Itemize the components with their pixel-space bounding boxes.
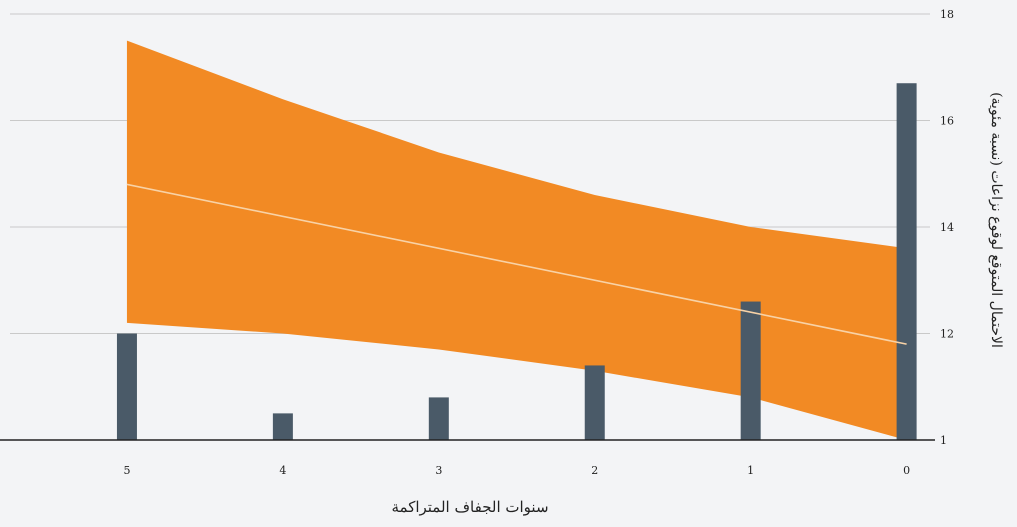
x-tick-label: 0 bbox=[903, 464, 910, 477]
x-tick-labels: 5 4 3 2 1 0 bbox=[123, 464, 910, 477]
x-tick-label: 5 bbox=[123, 464, 130, 477]
x-tick-label: 1 bbox=[747, 464, 754, 477]
x-axis-title: سنوات الجفاف المتراكمة bbox=[391, 498, 548, 516]
y-axis-title: الاحتمال المتوقع لوقوع نزاعات (نسبة مئوي… bbox=[988, 92, 1004, 348]
x-tick-label: 3 bbox=[435, 464, 442, 477]
y-tick-label: 12 bbox=[940, 328, 954, 341]
y-tick-label: 18 bbox=[940, 8, 954, 21]
trend-line bbox=[126, 183, 907, 345]
x-tick-label: 2 bbox=[591, 464, 598, 477]
confidence-band bbox=[126, 40, 907, 440]
bar-year-0 bbox=[896, 83, 917, 440]
fit-line-layer bbox=[126, 183, 907, 345]
y-tick-label: 14 bbox=[940, 221, 954, 234]
x-tick-label: 4 bbox=[279, 464, 286, 477]
confidence-band-layer bbox=[126, 40, 907, 440]
bar-year-3 bbox=[428, 397, 449, 440]
bar-layer bbox=[116, 83, 917, 440]
bar-year-2 bbox=[584, 365, 605, 440]
y-tick-labels: 1 12 14 16 18 bbox=[940, 8, 954, 447]
bar-year-1 bbox=[740, 301, 761, 440]
bar-year-5 bbox=[116, 333, 137, 440]
y-tick-label: 16 bbox=[940, 115, 954, 128]
y-tick-label: 1 bbox=[940, 434, 947, 447]
bar-year-4 bbox=[272, 413, 293, 440]
